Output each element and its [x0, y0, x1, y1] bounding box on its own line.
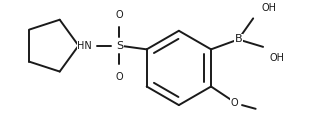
Text: HN: HN: [77, 41, 92, 51]
Text: OH: OH: [269, 53, 284, 63]
Text: OH: OH: [262, 3, 277, 13]
Text: O: O: [231, 98, 238, 108]
Text: O: O: [115, 72, 123, 82]
Text: B: B: [235, 34, 242, 44]
Text: S: S: [116, 41, 123, 51]
Text: O: O: [115, 10, 123, 20]
